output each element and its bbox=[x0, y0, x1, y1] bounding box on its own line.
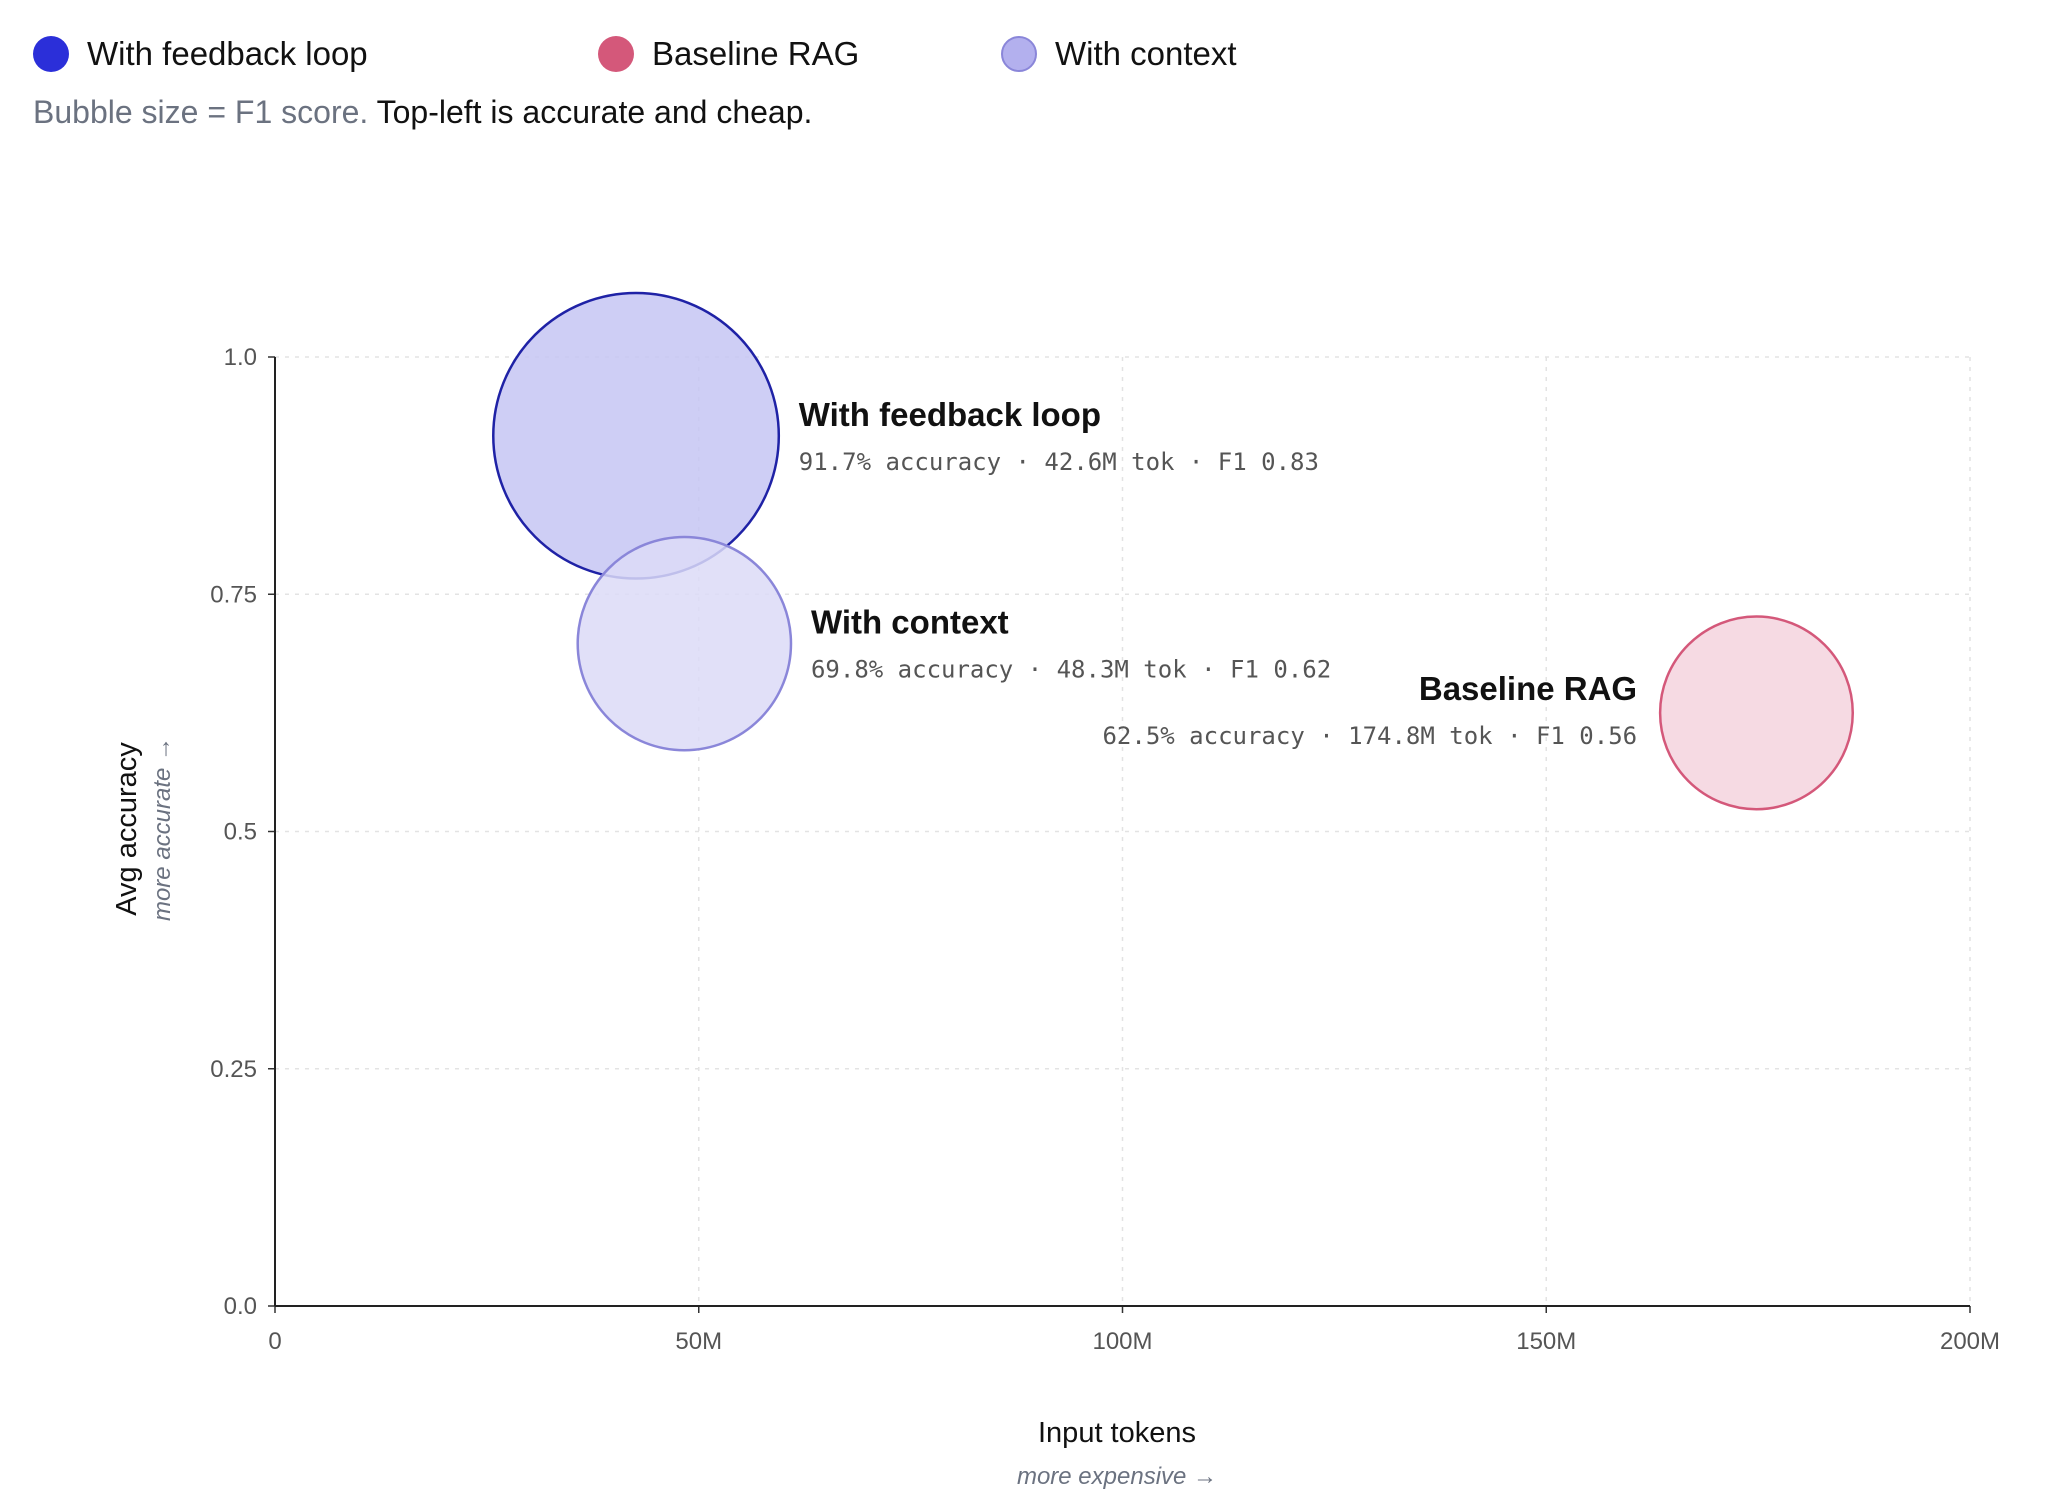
bubble-detail-with-feedback-loop: 91.7% accuracy · 42.6M tok · F1 0.83 bbox=[799, 448, 1319, 476]
bubble-baseline-rag bbox=[1658, 615, 1855, 811]
chart-legend: With feedback loop Baseline RAG With con… bbox=[0, 0, 2048, 110]
legend-swatch-with-context bbox=[1001, 36, 1037, 72]
bubble-with-context bbox=[576, 535, 793, 752]
y-axis-hint: more accurate → bbox=[149, 737, 176, 921]
bubble-with-feedback-loop bbox=[492, 291, 781, 580]
legend-label-with-context: With context bbox=[1055, 35, 1237, 72]
bubble-label-with-context: With context bbox=[811, 604, 1009, 641]
x-axis-hint: more expensive → bbox=[1017, 1463, 1217, 1490]
x-tick-label-4: 200M bbox=[1940, 1328, 2000, 1355]
y-tick-label-2: 0.5 bbox=[224, 819, 257, 846]
chart-subtitle: Bubble size = F1 score. Top-left is accu… bbox=[33, 94, 812, 131]
legend-label-baseline-rag: Baseline RAG bbox=[652, 35, 860, 72]
y-axis-title: Avg accuracy bbox=[111, 742, 143, 916]
bubble-label-baseline-rag: Baseline RAG bbox=[1419, 670, 1637, 707]
legend-label-feedback-loop: With feedback loop bbox=[87, 35, 368, 72]
legend-item-baseline-rag[interactable]: Baseline RAG bbox=[598, 32, 859, 76]
x-tick-label-0: 0 bbox=[268, 1328, 281, 1355]
bubble-labels: With feedback loop 91.7% accuracy · 42.6M… bbox=[799, 396, 1637, 750]
bubble-label-with-feedback-loop: With feedback loop bbox=[799, 396, 1101, 433]
y-tick-label-0: 0.0 bbox=[224, 1293, 257, 1320]
axes: 0.0 0.25 0.5 0.75 1.0 0 50M 100M 150M 200M bbox=[210, 344, 2000, 1355]
bubble-detail-with-context: 69.8% accuracy · 48.3M tok · F1 0.62 bbox=[811, 656, 1331, 684]
x-axis-title: Input tokens bbox=[1038, 1417, 1196, 1449]
subtitle-strong: Top-left is accurate and cheap. bbox=[376, 94, 813, 130]
x-tick-label-3: 150M bbox=[1516, 1328, 1576, 1355]
x-tick-label-2: 100M bbox=[1092, 1328, 1152, 1355]
subtitle-muted: Bubble size = F1 score. bbox=[33, 94, 369, 130]
legend-item-feedback-loop[interactable]: With feedback loop bbox=[33, 32, 368, 76]
y-tick-label-4: 1.0 bbox=[224, 344, 257, 371]
bubble-detail-baseline-rag: 62.5% accuracy · 174.8M tok · F1 0.56 bbox=[1102, 722, 1637, 750]
bubbles bbox=[492, 291, 1855, 811]
legend-swatch-baseline-rag bbox=[598, 36, 634, 72]
y-tick-label-1: 0.25 bbox=[210, 1056, 257, 1083]
y-tick-label-3: 0.75 bbox=[210, 581, 257, 608]
x-tick-label-1: 50M bbox=[675, 1328, 722, 1355]
legend-swatch-feedback-loop bbox=[33, 36, 69, 72]
legend-item-with-context[interactable]: With context bbox=[1001, 32, 1237, 76]
